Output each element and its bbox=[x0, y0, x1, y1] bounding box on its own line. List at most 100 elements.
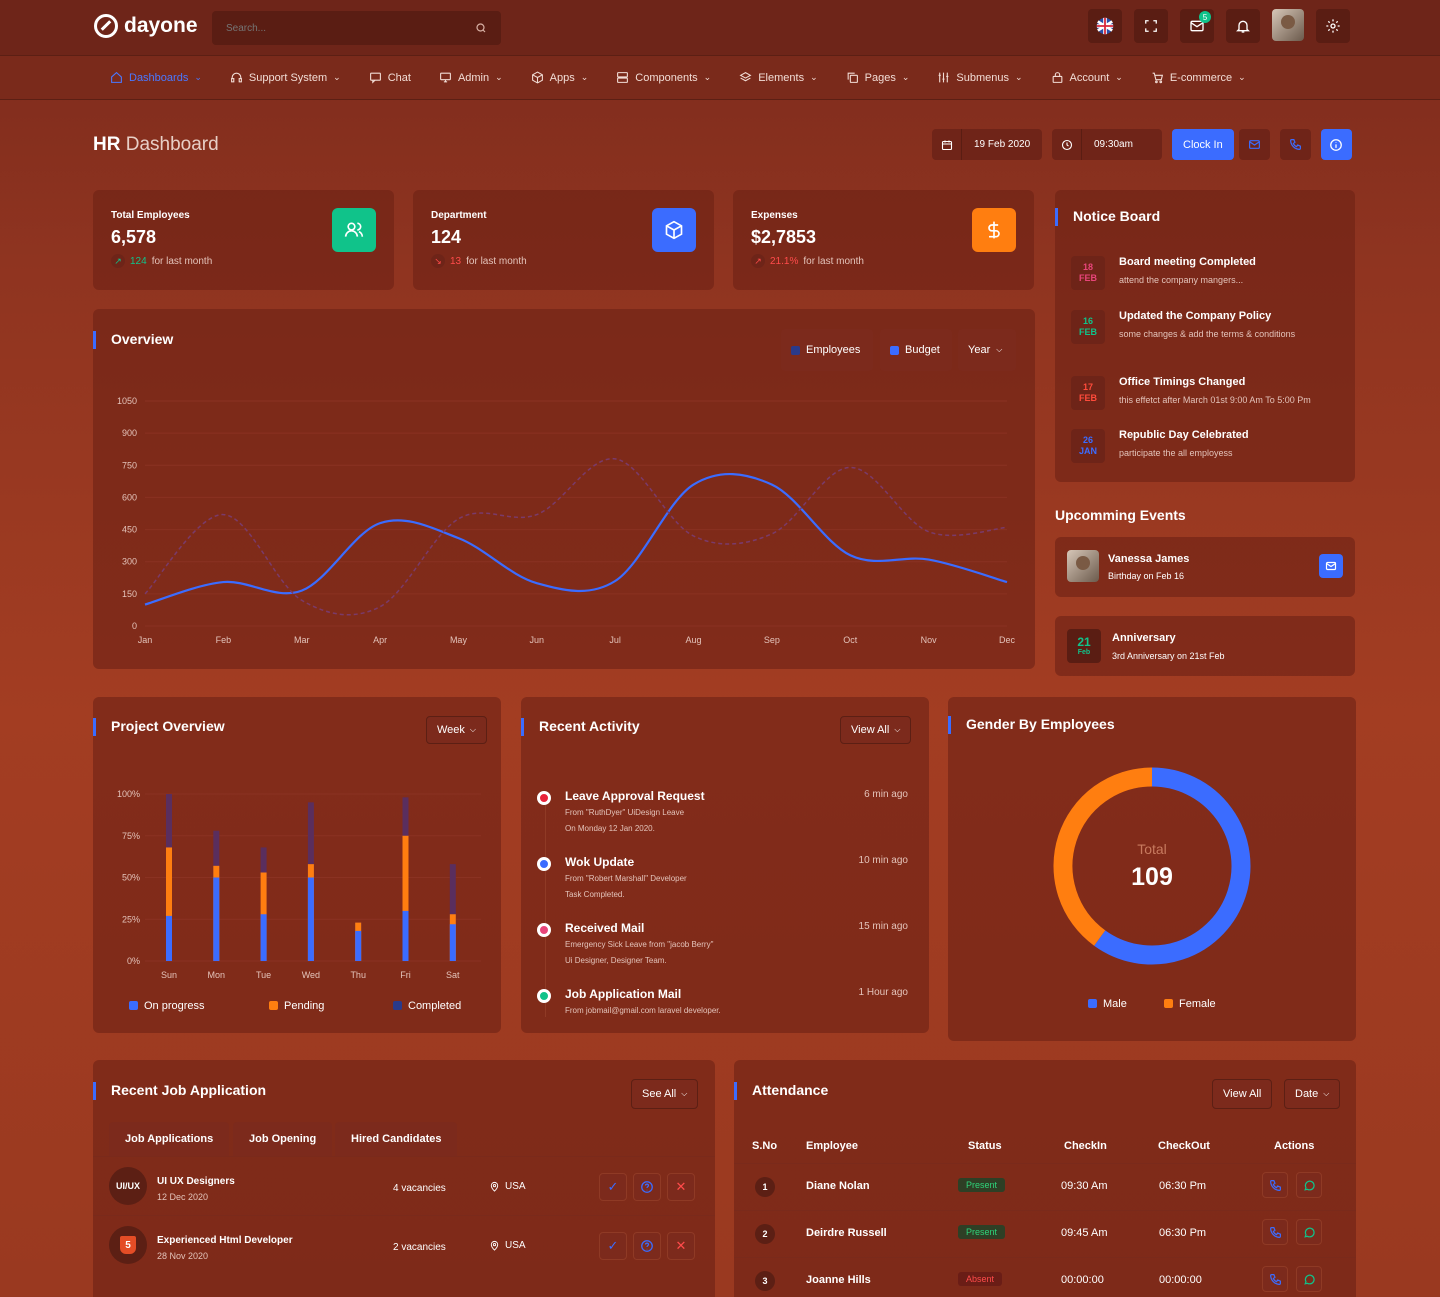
nav-item-dashboards[interactable]: Dashboards ⌄ bbox=[110, 71, 202, 84]
event-mail-button[interactable] bbox=[1319, 554, 1343, 578]
reject-button[interactable]: ✕ bbox=[667, 1232, 695, 1260]
notice-title: Board meeting Completed bbox=[1119, 256, 1256, 268]
bar-on-progress bbox=[307, 877, 314, 961]
legend-budget[interactable]: Budget bbox=[880, 329, 952, 371]
y-tick-label: 0 bbox=[132, 621, 137, 631]
event-item[interactable]: Vanessa James Birthday on Feb 16 bbox=[1055, 537, 1355, 597]
activity-view-all-button[interactable]: View All ⌵ bbox=[840, 716, 912, 744]
bar-completed bbox=[449, 864, 456, 961]
x-tick-label: Fri bbox=[400, 970, 411, 980]
week-dropdown[interactable]: Week ⌵ bbox=[426, 716, 487, 744]
search-icon[interactable] bbox=[475, 22, 487, 34]
messages-button[interactable]: 5 bbox=[1180, 9, 1214, 43]
notice-date: 26 JAN bbox=[1071, 429, 1105, 463]
activity-item[interactable]: Wok Update 10 min ago From "Robert Marsh… bbox=[537, 855, 912, 915]
job-vacancies: 4 vacancies bbox=[393, 1183, 446, 1194]
main-navigation: Dashboards ⌄ Support System ⌄ Chat Admin… bbox=[0, 56, 1440, 100]
phone-icon bbox=[1269, 1179, 1281, 1191]
call-button[interactable] bbox=[1279, 129, 1311, 160]
settings-button[interactable] bbox=[1316, 9, 1350, 43]
copy-icon bbox=[847, 72, 858, 83]
activity-item[interactable]: Job Application Mail 1 Hour ago From job… bbox=[537, 987, 912, 1047]
mail-button[interactable] bbox=[1238, 129, 1270, 160]
reject-button[interactable]: ✕ bbox=[667, 1173, 695, 1201]
job-row[interactable]: UI/UX UI UX Designers 12 Dec 2020 4 vaca… bbox=[93, 1156, 715, 1214]
nav-item-account[interactable]: Account ⌄ bbox=[1051, 71, 1123, 84]
nav-label: Submenus bbox=[956, 71, 1009, 84]
help-button[interactable] bbox=[633, 1232, 661, 1260]
message-button[interactable] bbox=[1296, 1172, 1322, 1198]
nav-item-pages[interactable]: Pages ⌄ bbox=[846, 71, 909, 84]
check-icon: ✓ bbox=[607, 1238, 619, 1253]
user-avatar[interactable] bbox=[1272, 9, 1304, 41]
attendance-row[interactable]: 2 Deirdre Russell Present 09:45 Am 06:30… bbox=[734, 1211, 1356, 1258]
approve-button[interactable]: ✓ bbox=[599, 1232, 627, 1260]
phone-icon bbox=[1269, 1273, 1281, 1285]
y-tick-label: 900 bbox=[122, 428, 137, 438]
tab-job-opening[interactable]: Job Opening bbox=[233, 1122, 333, 1156]
legend-employees[interactable]: Employees bbox=[781, 329, 873, 371]
y-tick-label: 0% bbox=[127, 956, 140, 966]
stat-delta-row: ↗ 124 for last month bbox=[111, 254, 376, 268]
nav-item-apps[interactable]: Apps ⌄ bbox=[531, 71, 588, 84]
clock-in-button[interactable]: Clock In bbox=[1172, 129, 1234, 160]
message-button[interactable] bbox=[1296, 1219, 1322, 1245]
help-button[interactable] bbox=[633, 1173, 661, 1201]
nav-label: Pages bbox=[864, 71, 896, 84]
activity-title: Wok Update bbox=[565, 855, 635, 869]
time-picker[interactable]: 09:30am bbox=[1052, 129, 1162, 160]
nav-item-chat[interactable]: Chat bbox=[369, 71, 411, 84]
y-tick-label: 50% bbox=[122, 873, 140, 883]
bar-on-progress bbox=[213, 877, 220, 961]
search-box[interactable] bbox=[212, 11, 501, 45]
top-bar: dayone 5 bbox=[0, 0, 1440, 56]
chat-bubble-icon bbox=[1303, 1227, 1315, 1238]
period-dropdown[interactable]: Year ⌵ bbox=[958, 329, 1016, 371]
stat-delta-row: ↗ 21.1% for last month bbox=[751, 254, 1016, 268]
bar-pending bbox=[402, 835, 409, 961]
event-item[interactable]: 21 Feb Anniversary 3rd Anniversary on 21s… bbox=[1055, 616, 1355, 676]
mail-icon bbox=[1325, 561, 1337, 571]
search-input[interactable] bbox=[226, 22, 446, 34]
attendance-row[interactable]: 3 Joanne Hills Absent 00:00:00 00:00:00 bbox=[734, 1258, 1356, 1297]
attendance-table-header: S.No Employee Status CheckIn CheckOut Ac… bbox=[734, 1140, 1356, 1164]
notice-item[interactable]: 16 FEB Updated the Company Policy some ch… bbox=[1071, 310, 1295, 344]
notice-item[interactable]: 17 FEB Office Timings Changed this effetc… bbox=[1071, 376, 1311, 410]
tab-hired-candidates[interactable]: Hired Candidates bbox=[335, 1122, 458, 1156]
notice-item[interactable]: 26 JAN Republic Day Celebrated participat… bbox=[1071, 429, 1249, 463]
logo[interactable]: dayone bbox=[94, 14, 198, 38]
activity-item[interactable]: Leave Approval Request 6 min ago From "R… bbox=[537, 789, 912, 849]
chevron-down-icon: ⌄ bbox=[1014, 72, 1023, 82]
approve-button[interactable]: ✓ bbox=[599, 1173, 627, 1201]
attendance-row[interactable]: 1 Diane Nolan Present 09:30 Am 06:30 Pm bbox=[734, 1164, 1356, 1211]
call-button[interactable] bbox=[1262, 1172, 1288, 1198]
logo-icon bbox=[94, 14, 118, 38]
jobs-see-all-button[interactable]: See All ⌵ bbox=[631, 1079, 699, 1109]
tab-job-applications[interactable]: Job Applications bbox=[109, 1122, 230, 1156]
sliders-icon bbox=[939, 72, 949, 83]
y-tick-label: 25% bbox=[122, 914, 140, 924]
notifications-button[interactable] bbox=[1226, 9, 1260, 43]
nav-item-elements[interactable]: Elements ⌄ bbox=[739, 71, 818, 84]
fullscreen-button[interactable] bbox=[1134, 9, 1168, 43]
info-button[interactable] bbox=[1320, 129, 1352, 160]
nav-item-components[interactable]: Components ⌄ bbox=[616, 71, 711, 84]
server-icon bbox=[617, 72, 629, 83]
nav-item-admin[interactable]: Admin ⌄ bbox=[439, 71, 503, 84]
date-picker[interactable]: 19 Feb 2020 bbox=[932, 129, 1042, 160]
message-button[interactable] bbox=[1296, 1266, 1322, 1292]
language-button[interactable] bbox=[1088, 9, 1122, 43]
notice-item[interactable]: 18 FEB Board meeting Completed attend the… bbox=[1071, 256, 1256, 290]
nav-item-submenus[interactable]: Submenus ⌄ bbox=[937, 71, 1023, 84]
activity-item[interactable]: Received Mail 15 min ago Emergency Sick … bbox=[537, 921, 912, 981]
nav-item-e-commerce[interactable]: E-commerce ⌄ bbox=[1151, 71, 1246, 84]
activity-dot bbox=[537, 791, 551, 805]
call-button[interactable] bbox=[1262, 1219, 1288, 1245]
mail-icon bbox=[1248, 140, 1260, 149]
x-tick-label: Sep bbox=[764, 635, 780, 645]
call-button[interactable] bbox=[1262, 1266, 1288, 1292]
nav-item-support-system[interactable]: Support System ⌄ bbox=[230, 71, 341, 84]
attendance-date-dropdown[interactable]: Date ⌵ bbox=[1284, 1079, 1341, 1109]
attendance-view-all-button[interactable]: View All bbox=[1212, 1079, 1273, 1109]
job-row[interactable]: 5 Experienced Html Developer 28 Nov 2020… bbox=[93, 1215, 715, 1273]
